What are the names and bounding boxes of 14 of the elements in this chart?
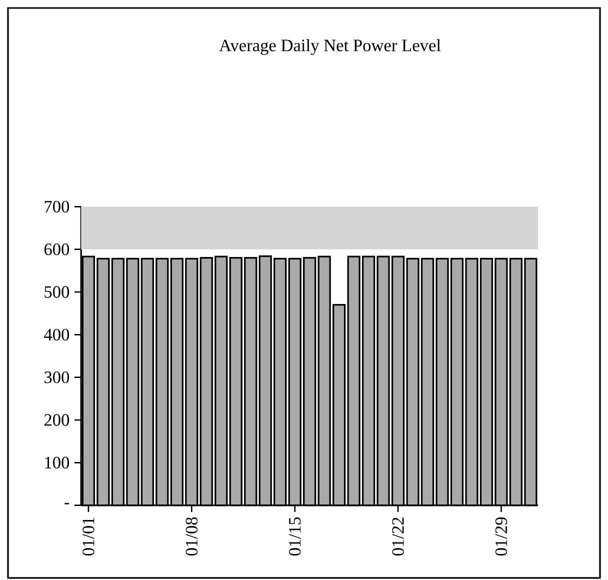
- chart-title: Average Daily Net Power Level: [219, 39, 441, 55]
- y-tick-label: 200: [44, 414, 70, 426]
- x-tick-label: 01/08: [186, 517, 198, 556]
- y-tick-label: 100: [45, 456, 70, 468]
- x-tick-label: 01/22: [392, 518, 404, 556]
- y-tick-label: -: [64, 502, 70, 504]
- x-tick-label: 01/15: [288, 517, 301, 556]
- y-tick-label: 500: [44, 286, 70, 298]
- x-tick-label: 01/01: [82, 518, 94, 556]
- x-tick-label: 01/29: [495, 517, 508, 556]
- y-tick-label: 700: [44, 200, 70, 213]
- y-tick-label: 300: [44, 371, 70, 384]
- y-tick-label: 400: [44, 328, 70, 341]
- y-tick-label: 600: [44, 243, 70, 256]
